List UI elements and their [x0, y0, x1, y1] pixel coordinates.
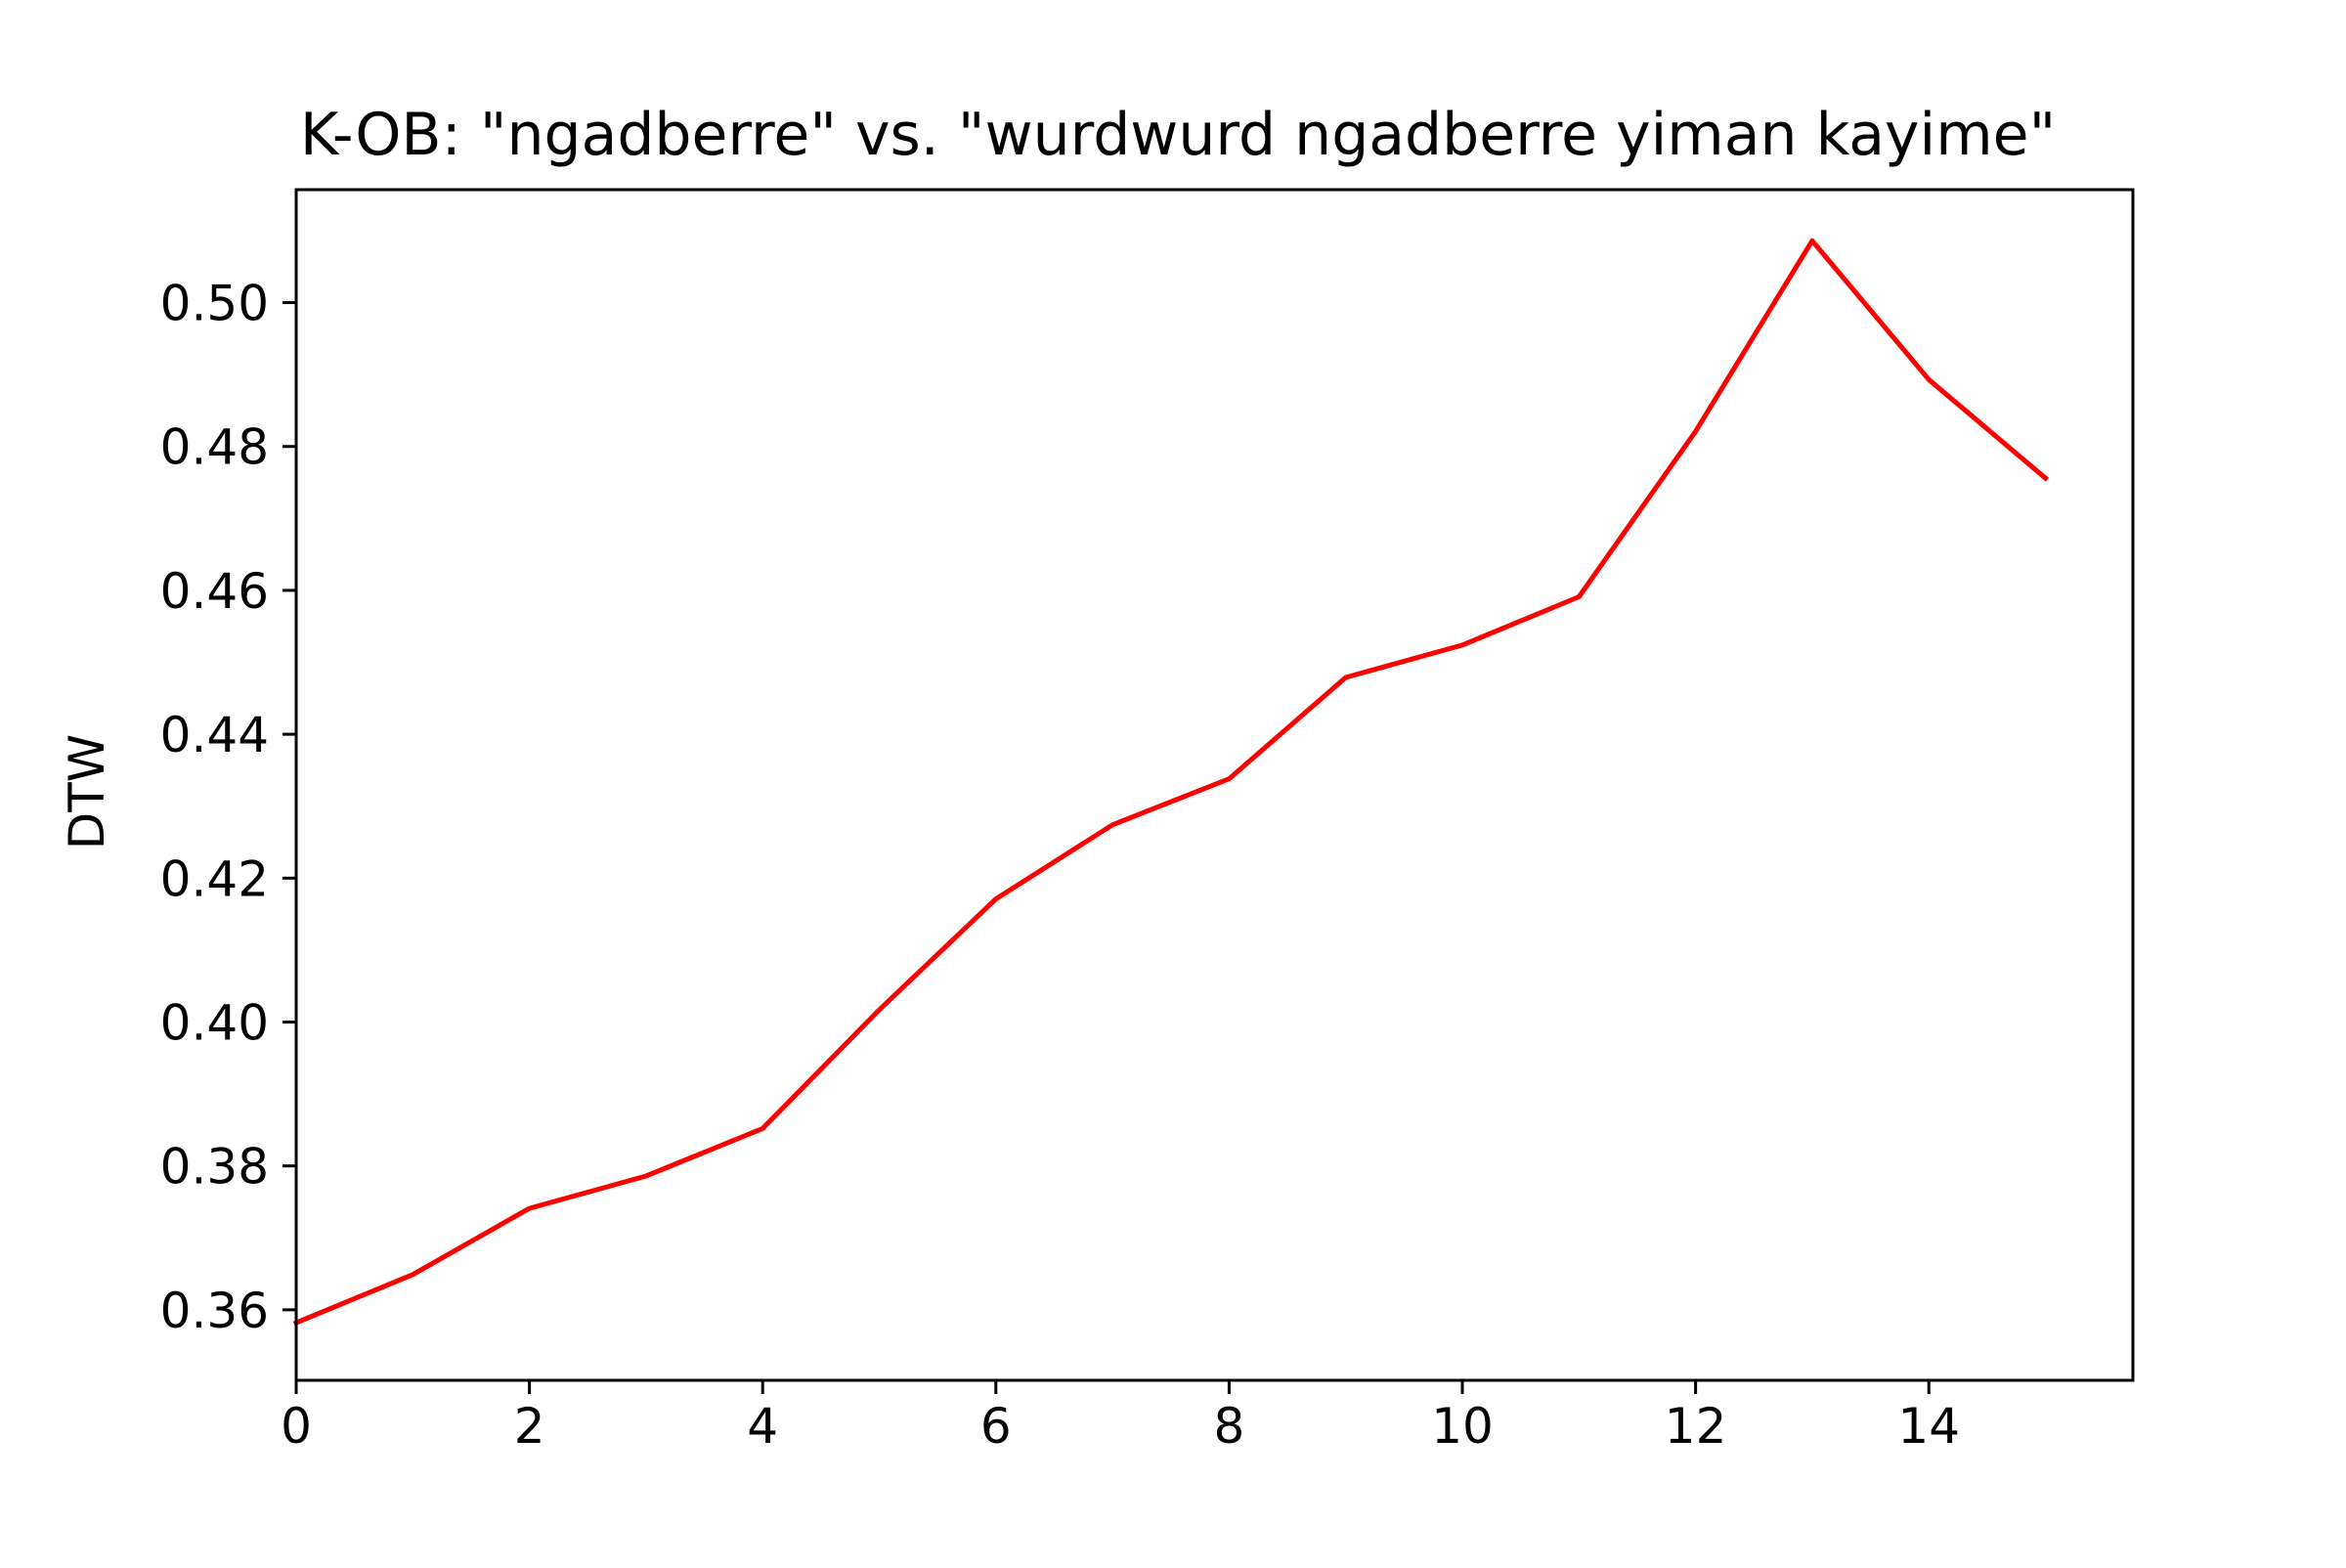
x-tick-label: 14	[1897, 1398, 1960, 1455]
y-tick-label: 0.50	[160, 276, 269, 332]
axes-frame	[294, 188, 2135, 1382]
y-tick-label: 0.48	[160, 419, 269, 476]
plot-area: 0 2 4 6 8 10 12 14 0.36 0.38 0.40 0.42 0.44 0.46 0.48 0…	[160, 188, 2135, 1455]
y-tick-label: 0.46	[160, 563, 269, 620]
x-tick-label: 4	[747, 1398, 778, 1455]
x-tick-label: 2	[514, 1398, 545, 1455]
x-tick-label: 10	[1431, 1398, 1494, 1455]
x-tick-label: 6	[980, 1398, 1012, 1455]
y-tick-label: 0.42	[160, 850, 269, 907]
x-tick-label: 8	[1214, 1398, 1245, 1455]
y-tick-label: 0.38	[160, 1139, 269, 1196]
series-line-0	[292, 238, 2050, 1327]
y-tick-label: 0.44	[160, 707, 269, 763]
x-tick-label: 0	[281, 1398, 312, 1455]
x-tick-label: 12	[1665, 1398, 1727, 1455]
y-axis-label: DTW	[59, 734, 115, 849]
y-tick-label: 0.40	[160, 994, 269, 1051]
chart-title: K-OB: "ngadberre" vs. "wurdwurd ngadberr…	[300, 101, 2056, 169]
y-tick-label: 0.36	[160, 1283, 269, 1339]
